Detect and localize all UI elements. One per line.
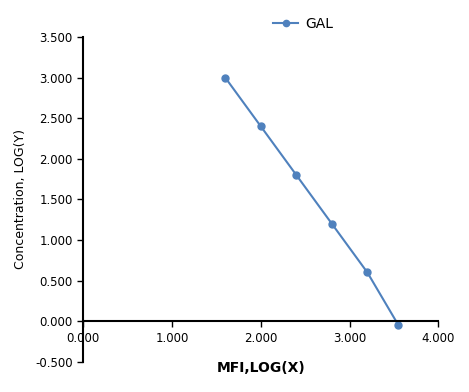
Legend: GAL: GAL	[268, 12, 339, 37]
GAL	[396, 323, 401, 328]
Line: GAL: GAL	[222, 74, 402, 329]
GAL	[364, 270, 370, 275]
GAL	[222, 75, 228, 80]
GAL	[294, 173, 299, 178]
GAL	[329, 221, 335, 226]
Y-axis label: Concentration, LOG(Y): Concentration, LOG(Y)	[14, 129, 27, 269]
GAL	[258, 124, 264, 129]
X-axis label: MFI,LOG(X): MFI,LOG(X)	[217, 361, 305, 375]
